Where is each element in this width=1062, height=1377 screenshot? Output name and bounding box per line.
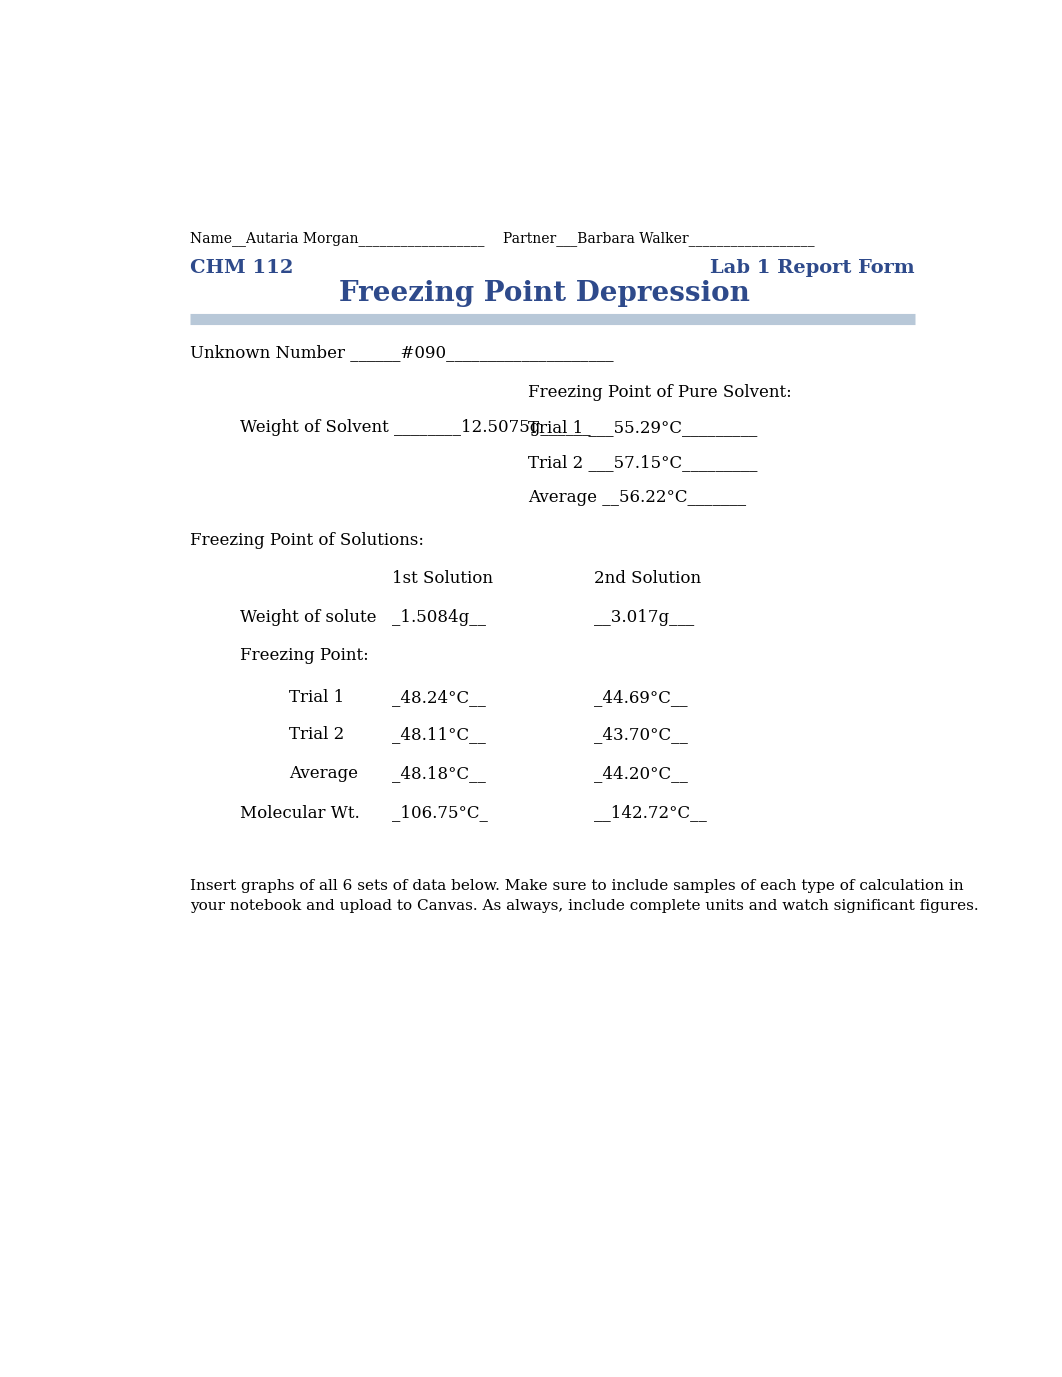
Text: _1.5084g__: _1.5084g__ (392, 610, 486, 627)
Text: CHM 112: CHM 112 (190, 259, 294, 277)
Text: Average __56.22°C_______: Average __56.22°C_______ (528, 489, 746, 505)
Text: __142.72°C__: __142.72°C__ (594, 804, 706, 822)
Text: Average: Average (289, 766, 358, 782)
Text: __3.017g___: __3.017g___ (594, 610, 693, 627)
Text: _48.18°C__: _48.18°C__ (392, 766, 486, 782)
Text: Lab 1 Report Form: Lab 1 Report Form (710, 259, 914, 277)
Text: Freezing Point:: Freezing Point: (240, 647, 369, 664)
Text: 2nd Solution: 2nd Solution (594, 570, 701, 587)
Text: _43.70°C__: _43.70°C__ (594, 726, 687, 744)
Text: Trial 2: Trial 2 (289, 726, 344, 744)
Text: _44.20°C__: _44.20°C__ (594, 766, 687, 782)
Text: Molecular Wt.: Molecular Wt. (240, 804, 360, 822)
Text: Partner___Barbara Walker__________________: Partner___Barbara Walker________________… (503, 231, 815, 246)
Text: Insert graphs of all 6 sets of data below. Make sure to include samples of each : Insert graphs of all 6 sets of data belo… (190, 879, 979, 913)
Text: Trial 2 ___57.15°C_________: Trial 2 ___57.15°C_________ (528, 453, 757, 471)
Text: Freezing Point Depression: Freezing Point Depression (339, 281, 750, 307)
Text: _48.24°C__: _48.24°C__ (392, 688, 486, 706)
Text: Unknown Number ______#090____________________: Unknown Number ______#090_______________… (190, 344, 614, 361)
Text: 1st Solution: 1st Solution (392, 570, 493, 587)
Text: _44.69°C__: _44.69°C__ (594, 688, 687, 706)
Text: _106.75°C_: _106.75°C_ (392, 804, 487, 822)
Text: Weight of solute: Weight of solute (240, 610, 376, 627)
Text: _48.11°C__: _48.11°C__ (392, 726, 486, 744)
Text: Freezing Point of Pure Solvent:: Freezing Point of Pure Solvent: (528, 384, 791, 401)
Text: Weight of Solvent ________12.5075g______: Weight of Solvent ________12.5075g______ (240, 419, 590, 435)
Text: Freezing Point of Solutions:: Freezing Point of Solutions: (190, 532, 425, 549)
Text: Trial 1 ___55.29°C_________: Trial 1 ___55.29°C_________ (528, 419, 757, 435)
Text: Name__Autaria Morgan__________________: Name__Autaria Morgan__________________ (190, 231, 485, 246)
Text: Trial 1: Trial 1 (289, 688, 344, 706)
